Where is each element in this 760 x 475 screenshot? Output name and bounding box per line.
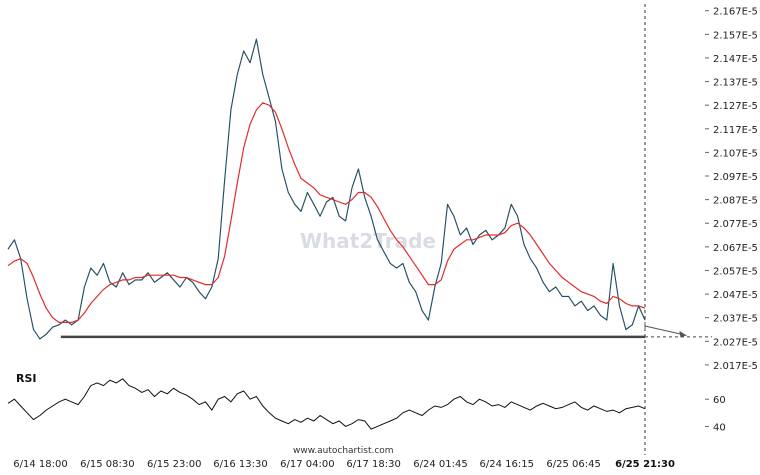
price-panel	[7, 4, 712, 455]
price-tick-label: 2.087E-5	[713, 196, 758, 207]
price-tick-label: 2.047E-5	[713, 290, 758, 301]
projection-arrowhead	[679, 330, 687, 338]
time-tick-label: 6/24 16:15	[480, 459, 534, 470]
footer-url: www.autochartist.com	[293, 446, 394, 456]
time-tick-label: 6/17 04:00	[280, 459, 334, 470]
price-tick-label: 2.097E-5	[713, 172, 758, 183]
time-tick-label: 6/17 18:30	[346, 459, 400, 470]
price-tick-label: 2.157E-5	[713, 30, 758, 41]
price-tick-label: 2.107E-5	[713, 148, 758, 159]
time-tick-label: 6/24 01:45	[413, 459, 467, 470]
price-tick-label: 2.057E-5	[713, 266, 758, 277]
price-tick-label: 2.037E-5	[713, 314, 758, 325]
price-tick-label: 2.167E-5	[713, 7, 758, 18]
time-tick-label: 6/25 21:30	[615, 459, 675, 470]
time-axis: 6/14 18:00 6/15 08:30 6/15 23:00 6/16 13:30…	[13, 459, 675, 470]
price-tick-label: 2.017E-5	[713, 361, 758, 372]
watermark: What2Trade	[300, 229, 436, 253]
rsi-panel: 60 40	[7, 378, 726, 433]
price-tick-label: 2.127E-5	[713, 101, 758, 112]
time-tick-label: 6/14 18:00	[13, 459, 67, 470]
price-tick-label: 2.137E-5	[713, 78, 758, 89]
time-tick-label: 6/25 06:45	[546, 459, 600, 470]
time-tick-label: 6/15 08:30	[80, 459, 134, 470]
projection-line	[644, 325, 687, 336]
price-tick-label: 2.077E-5	[713, 219, 758, 230]
price-axis: 2.167E-5 2.157E-5 2.147E-5 2.137E-5 2.127E-5…	[705, 7, 758, 372]
price-tick-label: 2.067E-5	[713, 243, 758, 254]
rsi-tick-label: 60	[713, 395, 726, 406]
rsi-label: RSI	[16, 372, 37, 385]
time-tick-label: 6/16 13:30	[213, 459, 267, 470]
price-tick-label: 2.117E-5	[713, 125, 758, 136]
price-tick-label: 2.027E-5	[713, 337, 758, 348]
time-tick-label: 6/15 23:00	[147, 459, 201, 470]
moving-average-line	[7, 102, 646, 323]
price-series-accent	[7, 39, 646, 340]
rsi-tick-label: 40	[713, 422, 726, 433]
rsi-series-line	[7, 378, 646, 430]
price-tick-label: 2.147E-5	[713, 54, 758, 65]
